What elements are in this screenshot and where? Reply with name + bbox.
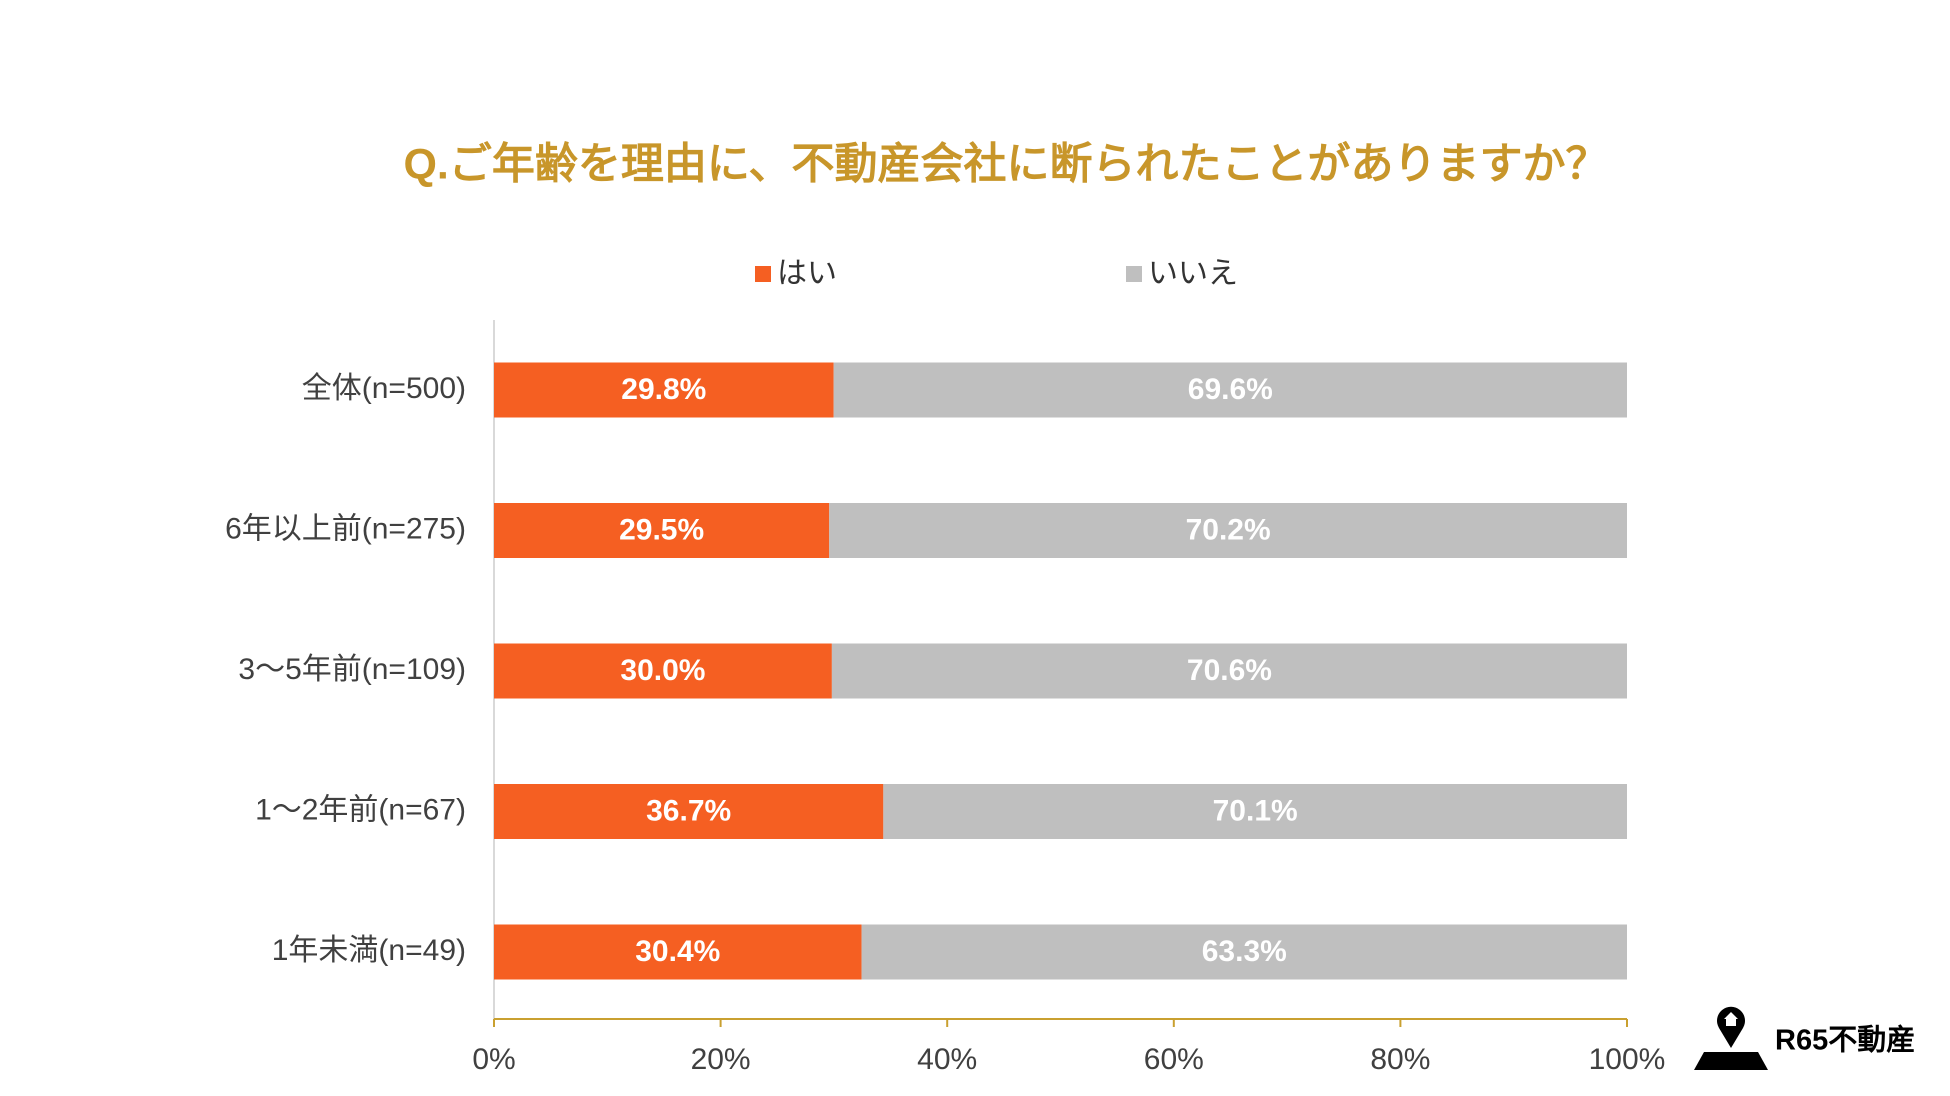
data-label: 29.8% xyxy=(621,373,706,406)
data-label: 70.2% xyxy=(1186,513,1271,546)
x-tick-label: 100% xyxy=(1589,1043,1666,1076)
data-label: 69.6% xyxy=(1188,373,1273,406)
data-label: 30.4% xyxy=(635,935,720,968)
bar-segment xyxy=(494,362,834,418)
legend-swatch xyxy=(755,266,771,282)
logo-text: R65不動産 xyxy=(1775,1024,1915,1057)
legend-swatch xyxy=(1126,266,1142,282)
data-label: 36.7% xyxy=(646,794,731,827)
bar-segment xyxy=(494,924,862,980)
x-tick-label: 0% xyxy=(472,1043,515,1076)
logo-icon xyxy=(1694,1052,1768,1070)
y-tick-label: 1年未満(n=49) xyxy=(272,934,466,967)
bar-segment xyxy=(829,503,1627,558)
bar-segment xyxy=(833,362,1627,418)
y-tick-label: 6年以上前(n=275) xyxy=(225,512,466,545)
bar-segment xyxy=(494,784,884,839)
bar-segment xyxy=(494,643,832,699)
bar-segment xyxy=(494,503,830,558)
y-tick-label: 3〜5年前(n=109) xyxy=(238,653,466,686)
y-tick-label: 1〜2年前(n=67) xyxy=(255,793,466,826)
data-label: 29.5% xyxy=(619,513,704,546)
logo-house xyxy=(1724,1012,1738,1026)
data-label: 30.0% xyxy=(620,654,705,687)
bar-segment xyxy=(831,643,1627,699)
x-tick-label: 60% xyxy=(1144,1043,1204,1076)
y-tick-label: 全体(n=500) xyxy=(302,372,466,405)
legend-label: はい xyxy=(777,257,837,290)
bar-segment xyxy=(883,784,1627,839)
bar-segment xyxy=(861,924,1627,980)
data-label: 70.6% xyxy=(1187,654,1272,687)
data-label: 70.1% xyxy=(1213,794,1298,827)
x-tick-label: 80% xyxy=(1370,1043,1430,1076)
legend-label: いいえ xyxy=(1148,257,1238,290)
chart-title: Q.ご年齢を理由に、不動産会社に断られたことがありますか？ xyxy=(403,140,1608,188)
data-label: 63.3% xyxy=(1202,935,1287,968)
x-tick-label: 40% xyxy=(917,1043,977,1076)
logo: R65不動産 xyxy=(1694,1006,1915,1070)
x-tick-label: 20% xyxy=(691,1043,751,1076)
logo-pin xyxy=(1717,1006,1745,1048)
